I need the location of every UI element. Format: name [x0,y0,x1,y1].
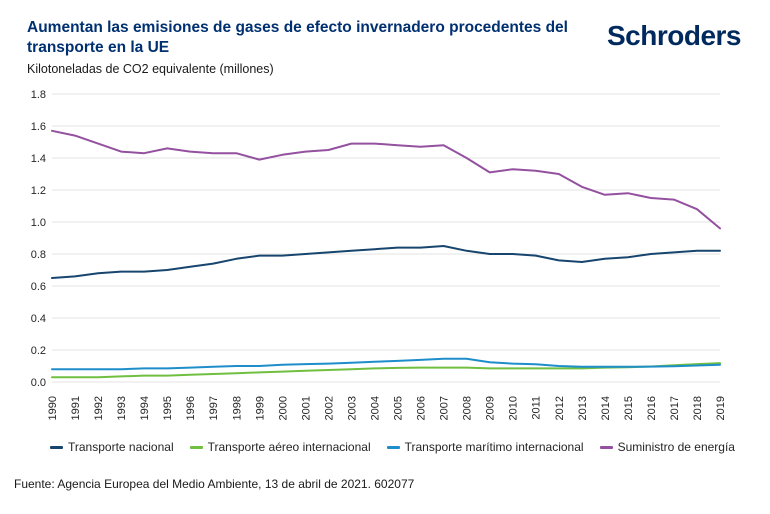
svg-text:2011: 2011 [531,396,543,420]
legend-marker-transporte-aereo [189,445,203,449]
svg-text:1.8: 1.8 [31,89,46,101]
legend-marker-suministro-energia [599,445,613,449]
svg-text:0.6: 0.6 [31,281,46,293]
svg-text:1999: 1999 [254,396,266,420]
svg-text:1991: 1991 [70,396,82,420]
svg-text:2002: 2002 [323,396,335,420]
legend-item-transporte-nacional: Transporte nacional [50,440,174,454]
svg-text:0.8: 0.8 [31,249,46,261]
svg-text:1.2: 1.2 [31,185,46,197]
svg-text:0.0: 0.0 [31,377,46,389]
source-note: Fuente: Agencia Europea del Medio Ambien… [14,477,415,491]
legend-marker-transporte-maritimo [386,445,400,449]
legend-item-suministro-energia: Suministro de energía [599,440,735,454]
svg-text:0.2: 0.2 [31,345,46,357]
svg-text:1997: 1997 [208,396,220,420]
schroders-logo: Schroders [607,20,742,51]
svg-text:1.0: 1.0 [31,217,46,229]
svg-text:2010: 2010 [508,396,520,420]
line-chart: 0.0 0.2 0.4 0.6 0.8 1.0 1.2 1.4 1.6 1.8 1990 1991 19… [31,89,727,420]
legend-label: Transporte aéreo internacional [207,440,371,454]
svg-text:2003: 2003 [346,396,358,420]
svg-text:2000: 2000 [277,396,289,420]
svg-text:2008: 2008 [462,396,474,420]
svg-text:1993: 1993 [116,396,128,420]
svg-text:1998: 1998 [231,396,243,420]
svg-text:0.4: 0.4 [31,313,46,325]
page-title: Aumentan las emisiones de gases de efect… [27,19,568,56]
svg-text:2005: 2005 [393,396,405,420]
svg-text:2007: 2007 [439,396,451,420]
svg-text:2018: 2018 [692,396,704,420]
svg-text:2017: 2017 [669,396,681,420]
legend-marker-transporte-nacional [50,445,63,449]
legend-label: Suministro de energía [617,440,735,454]
svg-text:1994: 1994 [139,396,151,420]
svg-text:2001: 2001 [300,396,312,420]
chart-subtitle: Kilotoneladas de CO2 equivalente (millon… [27,62,274,76]
svg-text:2013: 2013 [577,396,589,420]
svg-text:2012: 2012 [554,396,566,420]
svg-text:1.4: 1.4 [31,153,46,165]
svg-text:2019: 2019 [715,396,727,420]
svg-text:2006: 2006 [416,396,428,420]
svg-text:1995: 1995 [162,396,174,420]
svg-text:1990: 1990 [47,396,59,420]
legend-label: Transporte marítimo internacional [404,440,584,454]
svg-text:1.6: 1.6 [31,121,46,133]
chart-legend: Transporte nacional Transporte aéreo int… [50,440,735,454]
legend-item-transporte-aereo: Transporte aéreo internacional [189,440,371,454]
svg-text:2015: 2015 [623,396,635,420]
svg-text:2009: 2009 [485,396,497,420]
svg-text:1992: 1992 [93,396,105,420]
legend-label: Transporte nacional [68,440,174,454]
svg-text:2016: 2016 [646,396,658,420]
legend-item-transporte-maritimo: Transporte marítimo internacional [386,440,584,454]
svg-text:1996: 1996 [185,396,197,420]
svg-text:2014: 2014 [600,396,612,420]
svg-text:2004: 2004 [369,396,381,420]
